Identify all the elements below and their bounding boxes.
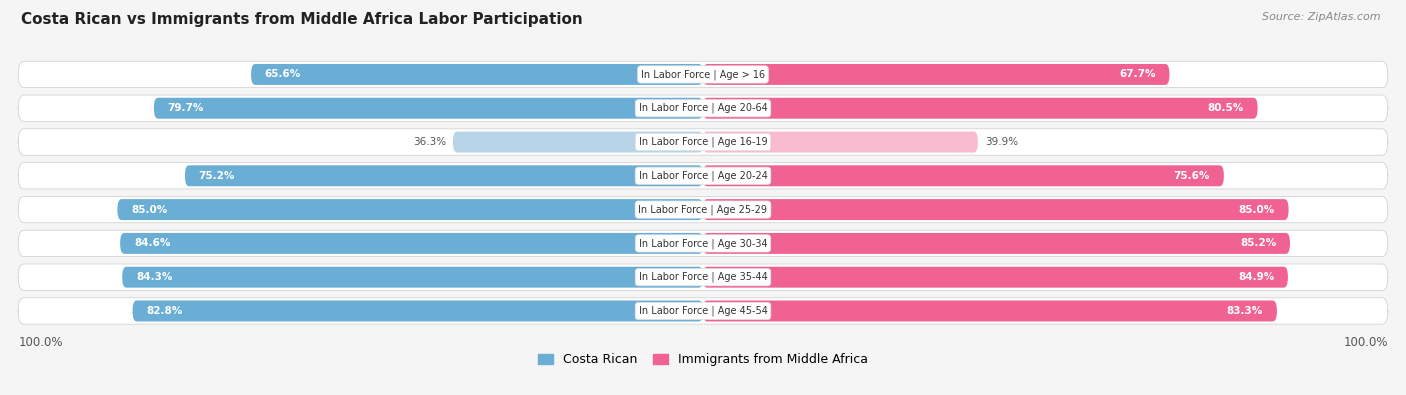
Text: 100.0%: 100.0% — [18, 336, 63, 349]
FancyBboxPatch shape — [703, 267, 1288, 288]
Text: 84.6%: 84.6% — [134, 239, 170, 248]
Text: 75.2%: 75.2% — [198, 171, 235, 181]
Text: 67.7%: 67.7% — [1119, 70, 1156, 79]
Text: 100.0%: 100.0% — [1343, 336, 1388, 349]
Text: Costa Rican vs Immigrants from Middle Africa Labor Participation: Costa Rican vs Immigrants from Middle Af… — [21, 12, 583, 27]
FancyBboxPatch shape — [18, 298, 1388, 324]
Text: In Labor Force | Age 20-24: In Labor Force | Age 20-24 — [638, 171, 768, 181]
FancyBboxPatch shape — [703, 301, 1277, 322]
FancyBboxPatch shape — [186, 166, 703, 186]
FancyBboxPatch shape — [703, 233, 1289, 254]
FancyBboxPatch shape — [252, 64, 703, 85]
Text: 82.8%: 82.8% — [146, 306, 183, 316]
Text: 39.9%: 39.9% — [984, 137, 1018, 147]
FancyBboxPatch shape — [703, 199, 1289, 220]
Text: 65.6%: 65.6% — [264, 70, 301, 79]
Text: 83.3%: 83.3% — [1227, 306, 1263, 316]
Text: 80.5%: 80.5% — [1208, 103, 1244, 113]
Text: In Labor Force | Age 20-64: In Labor Force | Age 20-64 — [638, 103, 768, 113]
FancyBboxPatch shape — [18, 264, 1388, 290]
Text: 79.7%: 79.7% — [167, 103, 204, 113]
Text: In Labor Force | Age 25-29: In Labor Force | Age 25-29 — [638, 204, 768, 215]
Text: 75.6%: 75.6% — [1174, 171, 1211, 181]
Legend: Costa Rican, Immigrants from Middle Africa: Costa Rican, Immigrants from Middle Afri… — [533, 348, 873, 371]
FancyBboxPatch shape — [703, 132, 979, 152]
Text: In Labor Force | Age 30-34: In Labor Force | Age 30-34 — [638, 238, 768, 248]
Text: 84.3%: 84.3% — [136, 272, 173, 282]
FancyBboxPatch shape — [120, 233, 703, 254]
FancyBboxPatch shape — [118, 199, 703, 220]
FancyBboxPatch shape — [703, 98, 1257, 119]
Text: 84.9%: 84.9% — [1237, 272, 1274, 282]
Text: In Labor Force | Age 35-44: In Labor Force | Age 35-44 — [638, 272, 768, 282]
FancyBboxPatch shape — [132, 301, 703, 322]
FancyBboxPatch shape — [18, 196, 1388, 223]
Text: In Labor Force | Age 45-54: In Labor Force | Age 45-54 — [638, 306, 768, 316]
FancyBboxPatch shape — [703, 166, 1223, 186]
Text: 85.2%: 85.2% — [1240, 239, 1277, 248]
FancyBboxPatch shape — [18, 95, 1388, 121]
Text: Source: ZipAtlas.com: Source: ZipAtlas.com — [1263, 12, 1381, 22]
FancyBboxPatch shape — [122, 267, 703, 288]
FancyBboxPatch shape — [18, 163, 1388, 189]
FancyBboxPatch shape — [153, 98, 703, 119]
Text: In Labor Force | Age > 16: In Labor Force | Age > 16 — [641, 69, 765, 80]
FancyBboxPatch shape — [18, 129, 1388, 155]
Text: 85.0%: 85.0% — [1239, 205, 1275, 214]
FancyBboxPatch shape — [18, 230, 1388, 257]
Text: 36.3%: 36.3% — [413, 137, 446, 147]
FancyBboxPatch shape — [453, 132, 703, 152]
FancyBboxPatch shape — [703, 64, 1170, 85]
Text: 85.0%: 85.0% — [131, 205, 167, 214]
FancyBboxPatch shape — [18, 61, 1388, 88]
Text: In Labor Force | Age 16-19: In Labor Force | Age 16-19 — [638, 137, 768, 147]
